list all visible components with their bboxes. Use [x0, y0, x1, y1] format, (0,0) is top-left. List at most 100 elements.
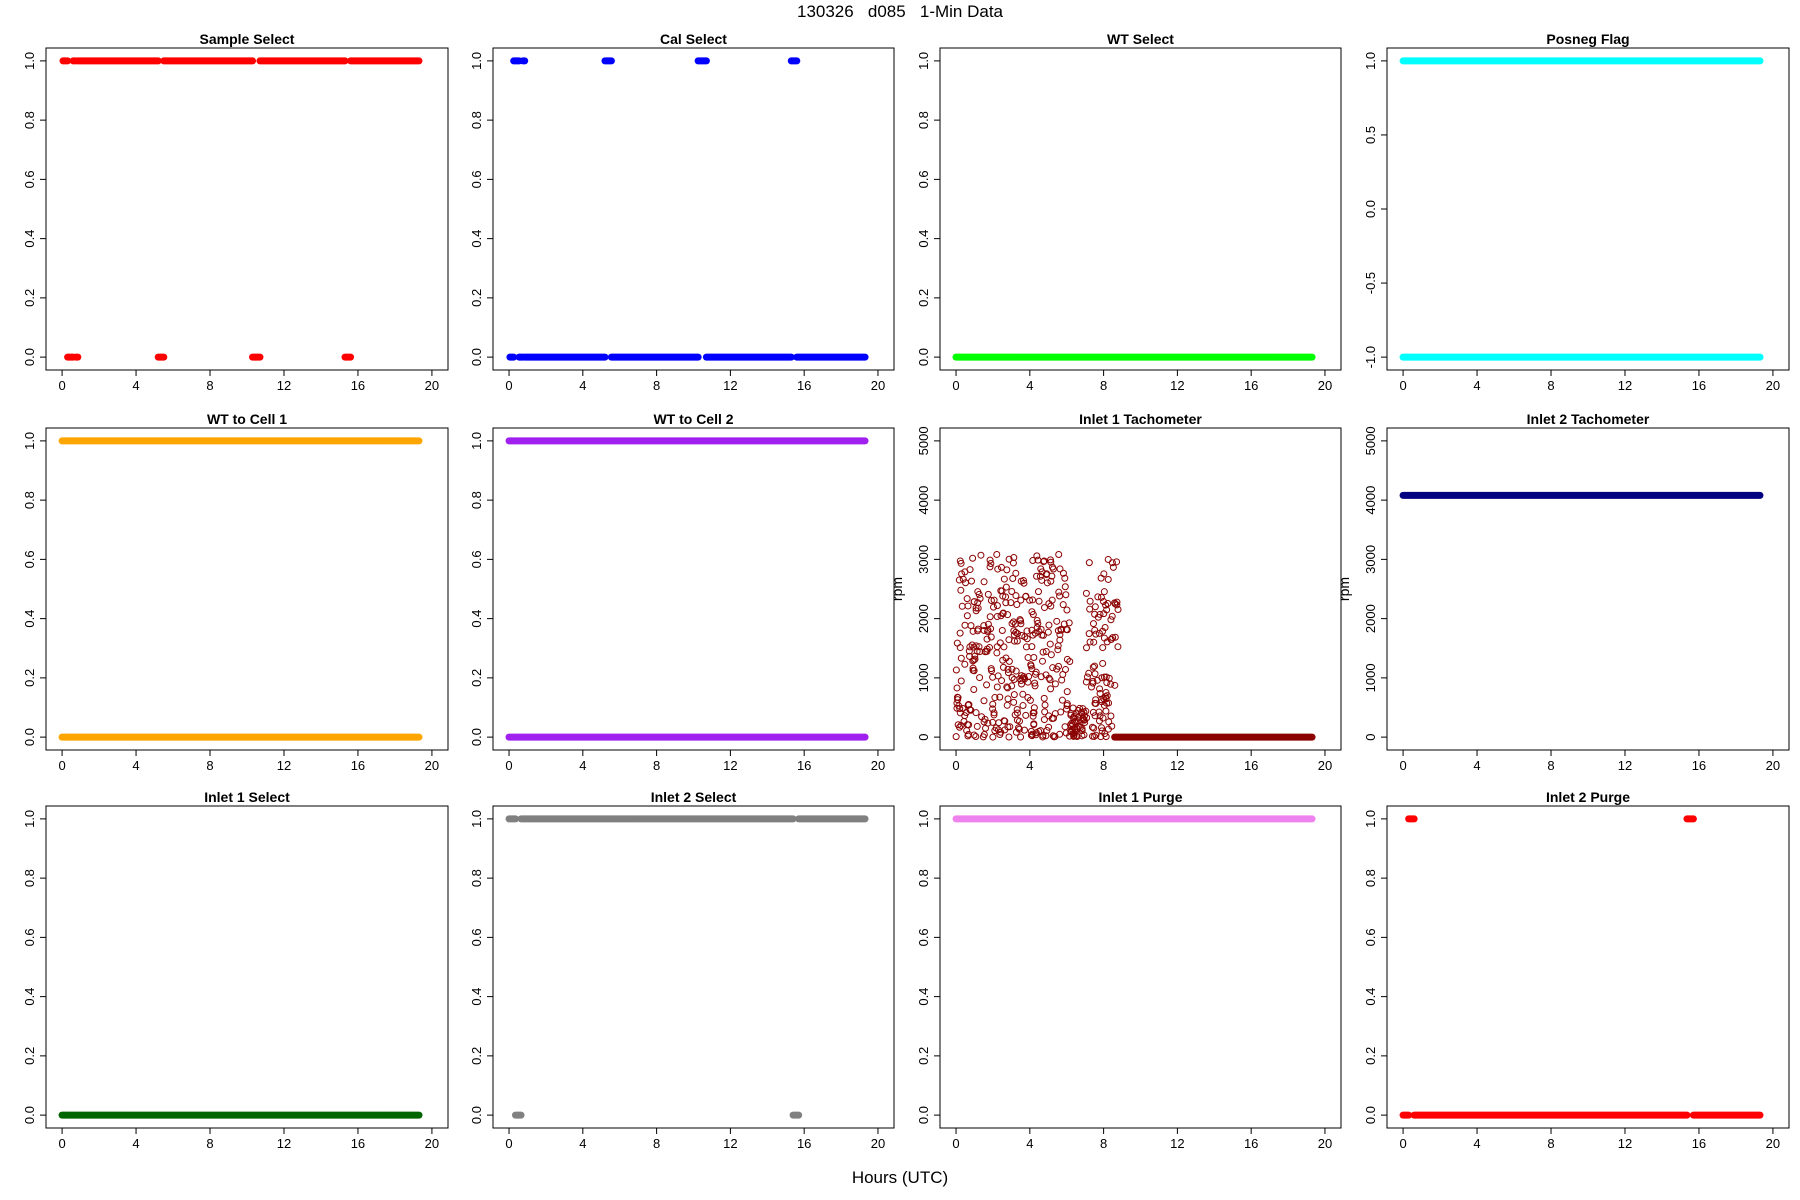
data-point	[1035, 597, 1043, 605]
data-point	[1078, 725, 1086, 733]
data-point	[1045, 621, 1053, 629]
data-point	[980, 697, 988, 705]
data-point	[1000, 643, 1008, 651]
data-point	[987, 665, 995, 673]
y-tick-label: 0.6	[469, 170, 484, 188]
data-point	[1090, 732, 1098, 740]
data-point	[999, 610, 1007, 618]
data-point	[1100, 597, 1108, 605]
data-point	[1104, 600, 1112, 608]
data-point	[1104, 555, 1112, 563]
data-point	[1008, 587, 1016, 595]
data-point	[1033, 552, 1041, 560]
data-point	[1063, 606, 1071, 614]
data-point	[984, 590, 992, 598]
x-tick-label: 20	[1318, 1136, 1332, 1151]
plot-frame	[45, 805, 449, 1129]
data-point	[1033, 572, 1041, 580]
x-tick-label: 12	[1170, 378, 1184, 393]
data-point	[1113, 601, 1121, 609]
data-point	[1015, 717, 1023, 725]
data-point	[956, 629, 964, 637]
data-point	[1061, 574, 1069, 582]
data-point	[994, 672, 1002, 680]
x-tick-label: 4	[1473, 378, 1480, 393]
data-point	[1010, 675, 1018, 683]
data-point	[997, 587, 1005, 595]
data-point	[1102, 673, 1110, 681]
data-point	[1100, 634, 1108, 642]
y-tick-label: 0.6	[22, 170, 37, 188]
data-point	[1107, 680, 1115, 688]
data-point	[1091, 626, 1099, 634]
y-tick-label: 4000	[1363, 486, 1378, 515]
data-point	[1037, 727, 1045, 735]
y-tick-label: 0.6	[22, 550, 37, 568]
panel-wt-to-cell-2: WT to Cell 2 0 4 8 12 16 20 0.0 0.2 0.4 0.6 0.8 1.0	[469, 411, 895, 773]
plot-frame	[45, 47, 449, 371]
y-tick-label: 0.8	[22, 869, 37, 887]
data-point	[1002, 599, 1010, 607]
data-point	[961, 660, 969, 668]
data-point	[1042, 571, 1050, 579]
y-tick-label: 3000	[1363, 545, 1378, 574]
y-tick-label: 1.0	[22, 810, 37, 828]
panel-title: WT Select	[1107, 31, 1174, 47]
data-point	[1099, 659, 1107, 667]
data-point	[1063, 705, 1071, 713]
data-point	[976, 594, 984, 602]
data-point	[1114, 606, 1122, 614]
data-point	[1063, 655, 1071, 663]
y-tick-label: 0.0	[469, 1106, 484, 1124]
x-tick-label: 16	[1692, 378, 1706, 393]
y-tick-label: -0.5	[1363, 272, 1378, 294]
y-tick-label: 0.8	[469, 491, 484, 509]
data-point	[954, 694, 962, 702]
data-point	[968, 577, 976, 585]
data-point	[1105, 699, 1113, 707]
y-tick-label: 1.0	[1363, 810, 1378, 828]
x-tick-label: 16	[1244, 1136, 1258, 1151]
data-point	[970, 731, 978, 739]
data-point	[1002, 583, 1010, 591]
data-point	[1083, 644, 1090, 652]
data-point	[1028, 732, 1036, 740]
data-point	[1029, 631, 1037, 639]
data-point	[1095, 708, 1103, 716]
data-point	[1076, 704, 1084, 712]
data-point	[1010, 691, 1018, 699]
data-point	[1085, 630, 1093, 638]
data-point	[973, 722, 981, 730]
data-point	[1082, 678, 1090, 686]
data-point	[1028, 626, 1036, 634]
y-tick-label: 0.8	[916, 869, 931, 887]
data-point	[1109, 634, 1117, 642]
data-point	[952, 733, 960, 741]
y-tick-label: 0.2	[916, 1047, 931, 1065]
data-point	[958, 602, 966, 610]
data-point	[1000, 575, 1008, 583]
data-point	[1091, 699, 1099, 707]
data-point	[1026, 696, 1034, 704]
x-tick-label: 16	[1244, 378, 1258, 393]
data-point	[1111, 600, 1119, 608]
data-point	[1095, 717, 1103, 725]
data-point	[1100, 570, 1108, 578]
data-point	[1030, 704, 1038, 712]
data-point	[1090, 638, 1098, 646]
data-point	[1034, 619, 1042, 627]
data-point	[957, 677, 965, 685]
x-tick-label: 4	[1026, 378, 1033, 393]
data-point	[970, 656, 978, 664]
x-tick-label: 20	[871, 758, 885, 773]
data-point	[1023, 627, 1031, 635]
data-point	[975, 643, 983, 651]
y-tick-label: 0.4	[469, 988, 484, 1006]
y-tick-label: 0.0	[469, 348, 484, 366]
data-point	[972, 733, 980, 741]
y-tick-label: 5000	[916, 426, 931, 455]
data-point	[993, 613, 1001, 621]
y-tick-label: 0.4	[1363, 988, 1378, 1006]
data-point	[1049, 664, 1057, 672]
x-tick-label: 8	[1100, 1136, 1107, 1151]
